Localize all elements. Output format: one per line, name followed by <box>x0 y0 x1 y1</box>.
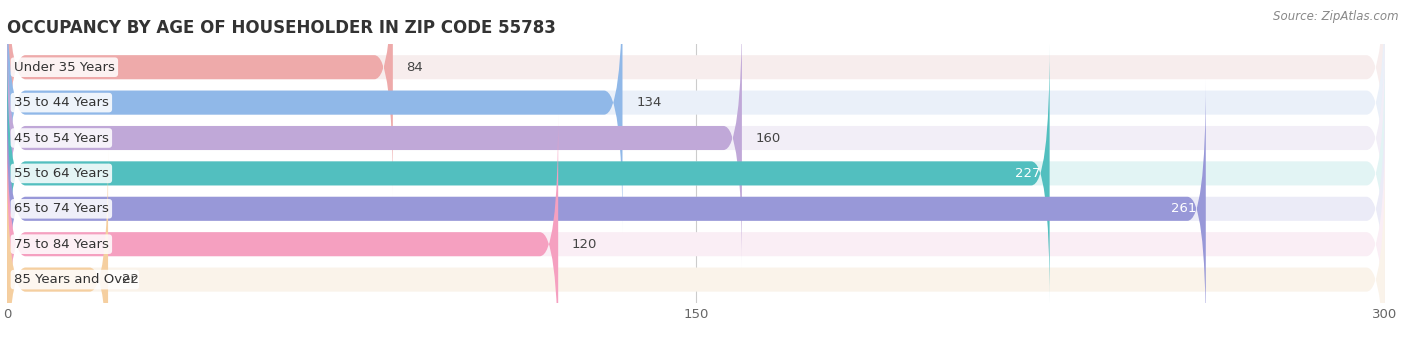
Text: 55 to 64 Years: 55 to 64 Years <box>14 167 108 180</box>
Text: OCCUPANCY BY AGE OF HOUSEHOLDER IN ZIP CODE 55783: OCCUPANCY BY AGE OF HOUSEHOLDER IN ZIP C… <box>7 19 555 37</box>
Text: Source: ZipAtlas.com: Source: ZipAtlas.com <box>1274 10 1399 23</box>
FancyBboxPatch shape <box>7 44 1385 303</box>
Text: Under 35 Years: Under 35 Years <box>14 61 115 74</box>
Text: 261: 261 <box>1171 202 1197 215</box>
Text: 120: 120 <box>572 238 598 251</box>
FancyBboxPatch shape <box>7 0 1385 232</box>
FancyBboxPatch shape <box>7 115 558 340</box>
FancyBboxPatch shape <box>7 44 1050 303</box>
Text: 22: 22 <box>122 273 139 286</box>
FancyBboxPatch shape <box>7 8 742 268</box>
Text: 45 to 54 Years: 45 to 54 Years <box>14 132 108 144</box>
Text: 227: 227 <box>1015 167 1040 180</box>
FancyBboxPatch shape <box>7 0 623 232</box>
Text: 85 Years and Over: 85 Years and Over <box>14 273 136 286</box>
Text: 35 to 44 Years: 35 to 44 Years <box>14 96 108 109</box>
FancyBboxPatch shape <box>7 79 1385 338</box>
Text: 134: 134 <box>637 96 662 109</box>
FancyBboxPatch shape <box>7 0 392 197</box>
FancyBboxPatch shape <box>7 150 1385 340</box>
FancyBboxPatch shape <box>7 0 1385 197</box>
FancyBboxPatch shape <box>7 79 1206 338</box>
FancyBboxPatch shape <box>7 115 1385 340</box>
Text: 75 to 84 Years: 75 to 84 Years <box>14 238 108 251</box>
Text: 65 to 74 Years: 65 to 74 Years <box>14 202 108 215</box>
Text: 160: 160 <box>755 132 780 144</box>
FancyBboxPatch shape <box>7 150 108 340</box>
Text: 84: 84 <box>406 61 423 74</box>
FancyBboxPatch shape <box>7 8 1385 268</box>
